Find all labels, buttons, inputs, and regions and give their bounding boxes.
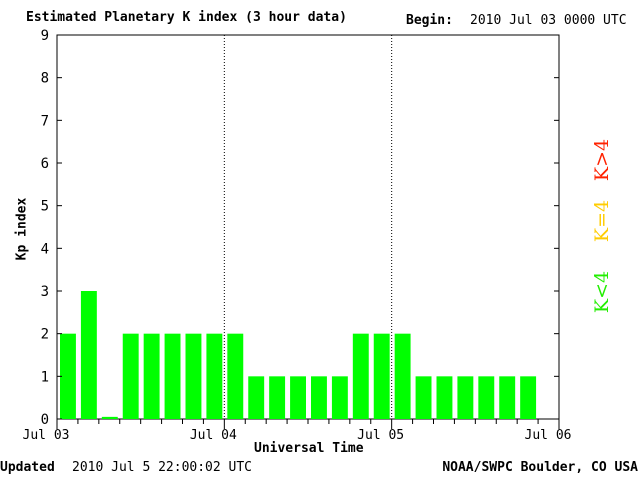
y-axis-label: Kp index xyxy=(14,197,30,261)
kp-bar xyxy=(520,376,537,419)
kp-bar xyxy=(436,376,453,419)
y-tick-label: 2 xyxy=(41,327,49,343)
y-tick-label: 0 xyxy=(41,412,49,428)
y-tick-label: 3 xyxy=(41,284,49,300)
y-tick-label: 8 xyxy=(41,71,49,87)
kp-bar xyxy=(122,333,139,419)
kp-bar xyxy=(206,333,223,419)
kp-bar xyxy=(269,376,286,419)
x-tick-label: Jul 04 xyxy=(190,428,237,443)
kp-bar xyxy=(352,333,369,419)
kp-bar xyxy=(101,416,118,419)
y-tick-label: 9 xyxy=(41,28,49,44)
kp-bar xyxy=(164,333,181,419)
y-tick-label: 6 xyxy=(41,156,49,172)
kp-bar xyxy=(415,376,432,419)
legend-k-below-4: K<4 xyxy=(591,270,613,314)
kp-bar xyxy=(457,376,474,419)
chart-title: Estimated Planetary K index (3 hour data… xyxy=(26,10,347,25)
kp-bar xyxy=(394,333,411,419)
x-axis-label: Universal Time xyxy=(254,441,364,456)
kp-bar xyxy=(60,333,76,419)
kp-bar xyxy=(373,333,390,419)
y-tick-label: 4 xyxy=(41,241,49,257)
legend-k-equal-4: K=4 xyxy=(591,199,613,243)
credit-text: NOAA/SWPC Boulder, CO USA xyxy=(442,460,638,475)
updated-value: 2010 Jul 5 22:00:02 UTC xyxy=(72,460,253,475)
x-tick-label: Jul 03 xyxy=(23,428,70,443)
kp-bar xyxy=(311,376,327,419)
updated-label: Updated xyxy=(0,460,55,475)
y-tick-label: 1 xyxy=(41,369,49,385)
x-tick-label: Jul 06 xyxy=(525,428,572,443)
y-tick-label: 7 xyxy=(41,113,49,129)
kp-bar xyxy=(185,333,202,419)
begin-value: 2010 Jul 03 0000 UTC xyxy=(470,13,627,28)
kp-bar xyxy=(248,376,265,419)
kp-bar xyxy=(143,333,160,419)
kp-bar xyxy=(80,291,97,419)
kp-bar xyxy=(227,333,244,419)
begin-label: Begin: xyxy=(406,13,453,28)
kp-bar xyxy=(478,376,495,419)
kp-bar xyxy=(499,376,516,419)
kp-bar xyxy=(331,376,348,419)
legend-k-above-4: K>4 xyxy=(591,138,613,182)
y-tick-label: 5 xyxy=(41,199,49,215)
kp-bar xyxy=(290,376,306,419)
x-tick-label: Jul 05 xyxy=(357,428,404,443)
